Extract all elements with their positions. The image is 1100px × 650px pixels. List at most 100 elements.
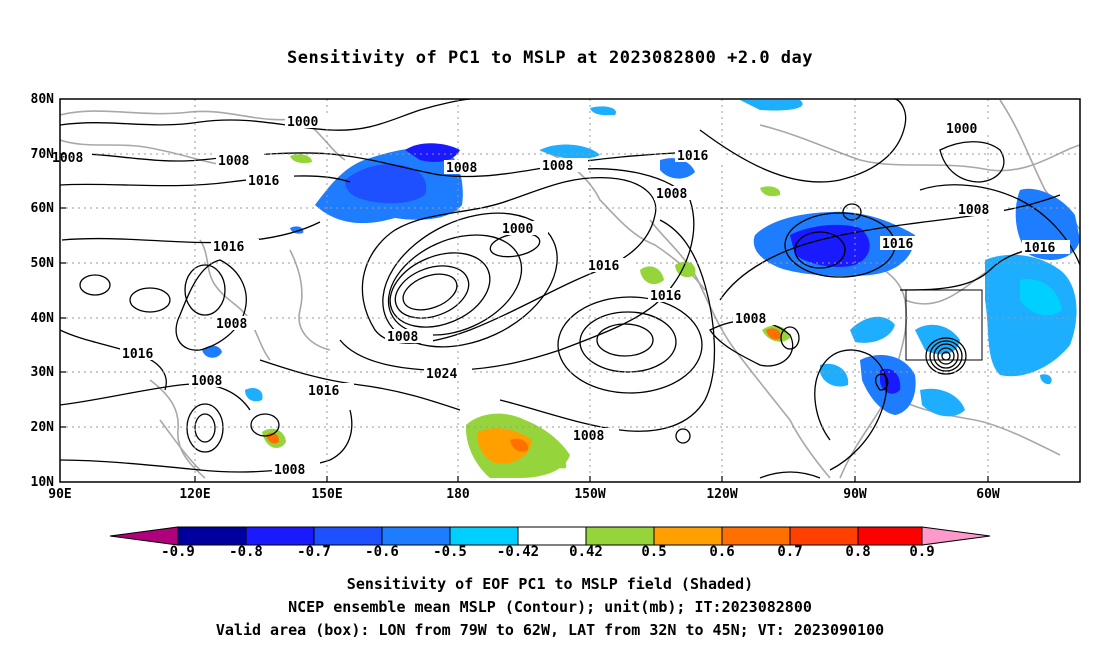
- contour-label: 1016: [211, 239, 259, 255]
- contour-label: 1008: [189, 373, 237, 389]
- colorbar-cell: [517, 526, 587, 546]
- colorbar-cell: [585, 526, 655, 546]
- svg-text:1000: 1000: [946, 122, 977, 137]
- svg-text:1008: 1008: [52, 151, 83, 166]
- svg-text:1008: 1008: [218, 154, 249, 169]
- lat-label: 10N: [30, 475, 54, 490]
- contour-label: 1008: [385, 329, 433, 345]
- contour-label: 1008: [214, 316, 262, 332]
- caption-line-2: NCEP ensemble mean MSLP (Contour); unit(…: [288, 598, 812, 616]
- svg-text:1008: 1008: [542, 159, 573, 174]
- contour-label: 1016: [120, 346, 168, 362]
- contour-label: 1016: [246, 173, 294, 189]
- lat-label: 60N: [30, 201, 54, 216]
- colorbar-cell: [177, 526, 247, 546]
- sensitivity-shading: [202, 100, 1080, 478]
- colorbar: [109, 526, 991, 546]
- contour-label: 1016: [880, 236, 928, 252]
- lon-label: 60W: [976, 487, 1000, 502]
- colorbar-cell: [789, 526, 859, 546]
- colorbar-label: -0.8: [229, 544, 263, 560]
- contour-label: 1008: [540, 158, 588, 174]
- contour-label: 1016: [1022, 240, 1070, 256]
- lat-label: 50N: [30, 256, 54, 271]
- caption-line-1: Sensitivity of EOF PC1 to MSLP field (Sh…: [346, 575, 754, 593]
- svg-text:1000: 1000: [287, 115, 318, 130]
- colorbar-cell: [921, 526, 991, 546]
- colorbar-cell: [857, 526, 923, 546]
- svg-text:1008: 1008: [387, 330, 418, 345]
- colorbar-label: -0.6: [365, 544, 399, 560]
- colorbar-label: -0.42: [496, 544, 540, 560]
- svg-text:1008: 1008: [573, 429, 604, 444]
- contour-label: 1000: [285, 114, 333, 130]
- contour-label: 1008: [272, 462, 320, 478]
- svg-text:1016: 1016: [308, 384, 339, 399]
- svg-text:1008: 1008: [216, 317, 247, 332]
- contour-label: 1016: [306, 383, 354, 399]
- svg-text:1016: 1016: [882, 237, 913, 252]
- lat-label: 20N: [30, 420, 54, 435]
- lon-label: 120W: [706, 487, 738, 502]
- svg-text:1008: 1008: [958, 203, 989, 218]
- svg-text:1008: 1008: [446, 161, 477, 176]
- colorbar-cell: [653, 526, 723, 546]
- colorbar-cell: [721, 526, 791, 546]
- caption-line-3: Valid area (box): LON from 79W to 62W, L…: [215, 621, 885, 639]
- colorbar-cell: [449, 526, 519, 546]
- svg-text:1016: 1016: [588, 259, 619, 274]
- lat-label: 30N: [30, 365, 54, 380]
- contour-label: 1008: [216, 153, 264, 169]
- contour-label: 1024: [424, 366, 472, 382]
- lat-label: 70N: [30, 147, 54, 162]
- svg-text:1008: 1008: [274, 463, 305, 478]
- contour-label: 1008: [444, 160, 492, 176]
- lon-label: 150E: [311, 487, 343, 502]
- contour-label: 1000: [500, 221, 548, 237]
- contour-label: 1016: [586, 258, 634, 274]
- colorbar-label: 0.6: [709, 544, 735, 560]
- contour-label: 1000: [944, 121, 992, 137]
- colorbar-label: -0.7: [297, 544, 331, 560]
- contour-label: 1008: [956, 202, 1004, 218]
- svg-text:1016: 1016: [213, 240, 244, 255]
- svg-text:1008: 1008: [656, 187, 687, 202]
- colorbar-label: 0.9: [909, 544, 935, 560]
- svg-text:1024: 1024: [426, 367, 457, 382]
- colorbar-cell: [313, 526, 383, 546]
- colorbar-label: 0.5: [641, 544, 667, 560]
- lat-label: 80N: [30, 92, 54, 107]
- map-frame: [59, 98, 1081, 483]
- colorbar-label: 0.8: [845, 544, 871, 560]
- lat-label: 40N: [30, 311, 54, 326]
- colorbar-cell: [109, 526, 179, 546]
- lon-label: 120E: [179, 487, 211, 502]
- contour-labels: 1000 1000 1000 1008 1008 1008 1008 1008 …: [52, 114, 1070, 478]
- valid-area-box: [905, 289, 983, 361]
- lon-label: 150W: [574, 487, 606, 502]
- contour-label: 1008: [571, 428, 619, 444]
- colorbar-label: -0.5: [433, 544, 467, 560]
- svg-text:1008: 1008: [735, 312, 766, 327]
- svg-text:1016: 1016: [1024, 241, 1055, 256]
- contour-label: 1016: [648, 288, 696, 304]
- map-title: Sensitivity of PC1 to MSLP at 2023082800…: [286, 48, 813, 68]
- lon-label: 180: [446, 487, 470, 502]
- svg-text:1016: 1016: [650, 289, 681, 304]
- svg-text:1008: 1008: [191, 374, 222, 389]
- svg-text:1016: 1016: [677, 149, 708, 164]
- svg-text:1000: 1000: [502, 222, 533, 237]
- contour-label: 1016: [675, 148, 723, 164]
- lon-label: 90W: [843, 487, 867, 502]
- colorbar-cell: [381, 526, 451, 546]
- svg-text:1016: 1016: [248, 174, 279, 189]
- axis-ticks: [60, 153, 989, 482]
- svg-text:1016: 1016: [122, 347, 153, 362]
- contour-label: 1008: [733, 311, 781, 327]
- colorbar-label: 0.7: [777, 544, 803, 560]
- contour-label: 1008: [654, 186, 702, 202]
- contour-label: 1008: [52, 150, 92, 166]
- lon-label: 90E: [48, 487, 72, 502]
- colorbar-cell: [245, 526, 315, 546]
